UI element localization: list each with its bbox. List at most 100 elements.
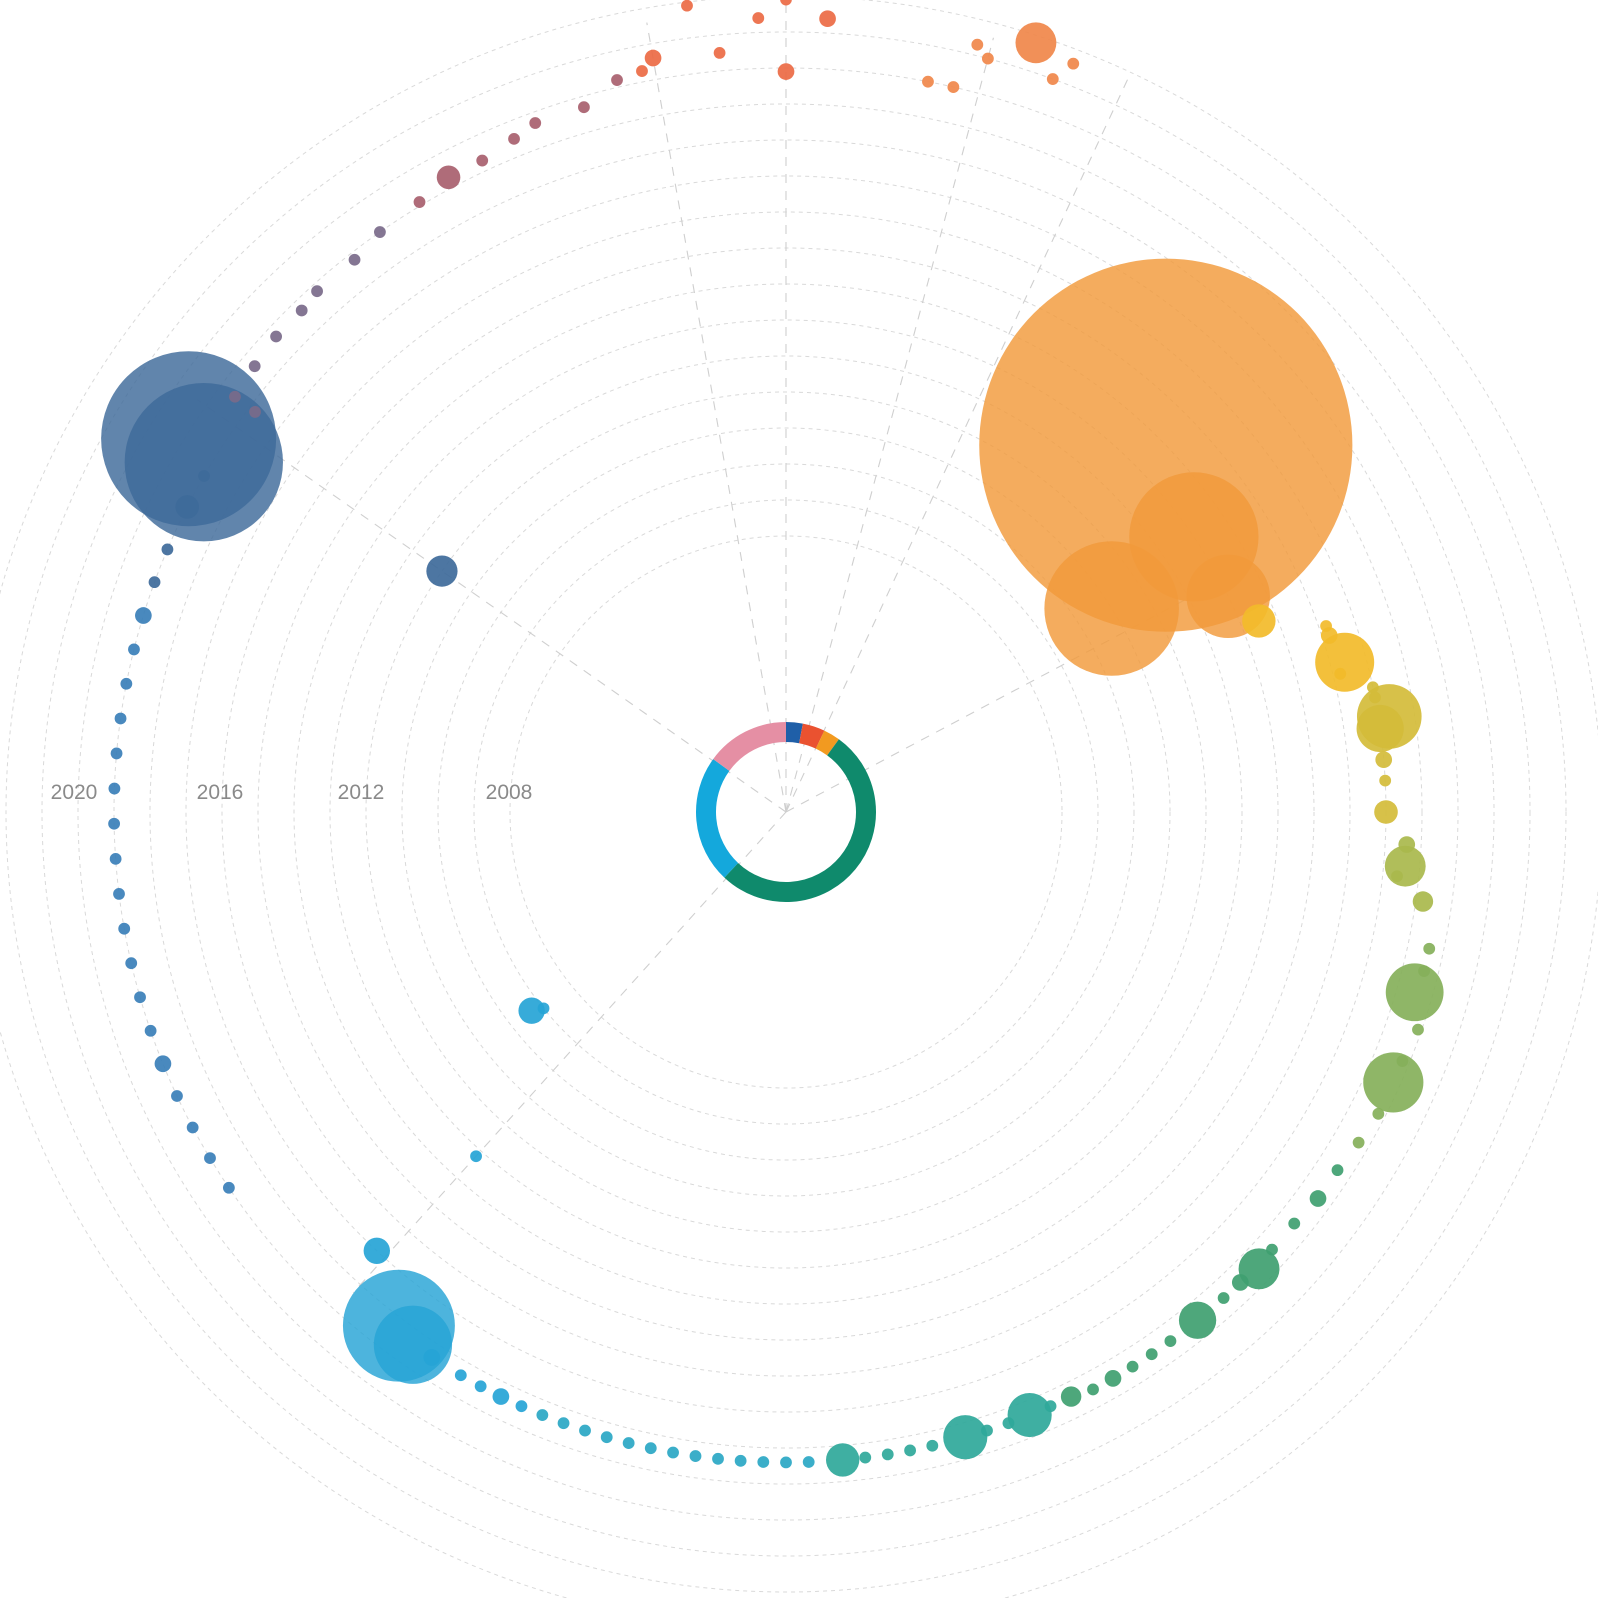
bubble-g14-p3 bbox=[198, 470, 210, 482]
bubble-g12-p8 bbox=[363, 1237, 390, 1265]
bubble-g9-p6 bbox=[1217, 1292, 1230, 1304]
bubble-g8-p2 bbox=[1385, 963, 1444, 1022]
donut-segment-0 bbox=[785, 722, 803, 744]
bubble-g10-p1 bbox=[1007, 1392, 1052, 1438]
bubble-g5-p3 bbox=[1315, 632, 1375, 692]
bubble-g2-p2 bbox=[311, 285, 323, 298]
bubble-g2-p7 bbox=[249, 406, 261, 418]
bubble-g12-p7 bbox=[470, 1150, 482, 1163]
bubble-g12-p2 bbox=[474, 1380, 487, 1393]
bubble-g3-p4 bbox=[1046, 73, 1059, 85]
center-donut bbox=[696, 722, 876, 902]
bubble-g0-p0 bbox=[681, 0, 693, 12]
ring-2016 bbox=[149, 175, 1423, 1449]
spoke-line-0 bbox=[646, 22, 787, 813]
bubble-g6-p5 bbox=[1379, 774, 1392, 787]
bubble-g3-p1 bbox=[1015, 22, 1057, 64]
bubble-g14-p4 bbox=[124, 383, 283, 542]
bubble-g4-p0 bbox=[979, 258, 1353, 632]
bubble-g13-p16 bbox=[128, 643, 140, 656]
bubble-g1-p0 bbox=[611, 74, 623, 86]
bubble-g0-p3 bbox=[819, 10, 836, 28]
bubble-g2-p6 bbox=[229, 390, 241, 403]
spoke-lines bbox=[196, 0, 1189, 1294]
bubble-g13-p0 bbox=[222, 1181, 235, 1194]
bubble-g10-p3 bbox=[981, 1424, 993, 1437]
bubble-g0-p7 bbox=[777, 63, 795, 80]
ring-2006 bbox=[509, 535, 1063, 1089]
bubble-g8-p0 bbox=[1423, 942, 1436, 955]
donut-segment-2 bbox=[815, 730, 839, 756]
donut-segment-4 bbox=[696, 759, 739, 878]
ring-2007 bbox=[473, 499, 1099, 1125]
bubble-g13-p6 bbox=[134, 991, 146, 1004]
bubble-g1-p1 bbox=[578, 101, 590, 114]
bubble-g13-p17 bbox=[135, 607, 152, 624]
spoke-line-4 bbox=[196, 399, 787, 813]
year-labels: 2020 2016 2012 2008 bbox=[51, 781, 533, 804]
bubble-g2-p3 bbox=[295, 304, 308, 317]
bubble-g14-p2 bbox=[175, 495, 200, 519]
bubble-g8-p4 bbox=[1396, 1055, 1409, 1067]
bubble-g10-p7 bbox=[881, 1448, 894, 1461]
bubble-g1-p4 bbox=[476, 154, 489, 167]
bubble-g10-p2 bbox=[1002, 1417, 1015, 1430]
bubble-g3-p3 bbox=[981, 52, 994, 65]
bubble-g12-p9 bbox=[518, 997, 545, 1024]
bubble-g13-p9 bbox=[113, 887, 125, 900]
bubble-g9-p7 bbox=[1178, 1301, 1217, 1339]
bubble-layer bbox=[101, 0, 1444, 1477]
bubble-g5-p1 bbox=[1320, 620, 1332, 632]
bubble-g10-p0 bbox=[1044, 1400, 1057, 1413]
bubble-g13-p8 bbox=[118, 922, 131, 935]
bubble-g1-p3 bbox=[508, 132, 520, 145]
bubble-g14-p6 bbox=[426, 555, 458, 587]
bubble-g3-p6 bbox=[947, 81, 960, 93]
bubble-g13-p10 bbox=[109, 852, 122, 865]
bubble-g13-p3 bbox=[171, 1090, 183, 1102]
ring-2013 bbox=[257, 283, 1315, 1341]
year-label-2012: 2012 bbox=[338, 781, 385, 804]
bubble-g11-p3 bbox=[734, 1454, 747, 1467]
bubble-g11-p10 bbox=[579, 1424, 591, 1437]
bubble-g0-p1 bbox=[780, 0, 792, 6]
bubble-g9-p9 bbox=[1145, 1348, 1158, 1361]
bubble-g6-p4 bbox=[1375, 751, 1393, 769]
bubble-g8-p1 bbox=[1418, 965, 1430, 977]
bubble-g2-p5 bbox=[248, 360, 261, 373]
bubble-g11-p7 bbox=[644, 1442, 657, 1455]
bubble-g9-p10 bbox=[1126, 1360, 1139, 1373]
bubble-g10-p4 bbox=[943, 1415, 988, 1460]
bubble-g9-p0 bbox=[1331, 1164, 1344, 1177]
bubble-g14-p0 bbox=[148, 576, 161, 589]
bubble-g1-p2 bbox=[529, 117, 542, 129]
bubble-g2-p4 bbox=[270, 330, 283, 343]
bubble-g11-p12 bbox=[536, 1409, 549, 1421]
ring-2008 bbox=[437, 463, 1135, 1161]
bubble-g1-p5 bbox=[436, 165, 461, 190]
bubble-g11-p9 bbox=[600, 1431, 613, 1444]
ring-2009 bbox=[401, 427, 1171, 1197]
bubble-g7-p3 bbox=[1412, 891, 1434, 912]
bubble-g10-p9 bbox=[825, 1443, 860, 1477]
year-label-2020: 2020 bbox=[51, 781, 98, 804]
bubble-g11-p8 bbox=[622, 1437, 635, 1449]
bubble-g9-p4 bbox=[1238, 1248, 1280, 1290]
donut-segment-5 bbox=[713, 722, 787, 772]
bubble-g8-p7 bbox=[1352, 1136, 1365, 1149]
bubble-g12-p1 bbox=[492, 1388, 510, 1405]
bubble-g13-p2 bbox=[186, 1121, 199, 1134]
bubble-g13-p5 bbox=[144, 1024, 157, 1037]
bubble-g3-p5 bbox=[922, 75, 934, 88]
bubble-g12-p3 bbox=[454, 1369, 467, 1382]
bubble-g13-p14 bbox=[114, 712, 127, 725]
bubble-g9-p12 bbox=[1087, 1383, 1099, 1396]
bubble-g12-p4 bbox=[423, 1349, 441, 1366]
bubble-g9-p13 bbox=[1060, 1386, 1082, 1407]
bubble-g10-p6 bbox=[904, 1444, 917, 1457]
bubble-g7-p0 bbox=[1398, 836, 1416, 853]
spoke-line-2 bbox=[785, 37, 995, 813]
bubble-g7-p2 bbox=[1391, 870, 1403, 883]
bubble-g6-p3 bbox=[1356, 704, 1404, 753]
bubble-g0-p6 bbox=[713, 46, 726, 59]
